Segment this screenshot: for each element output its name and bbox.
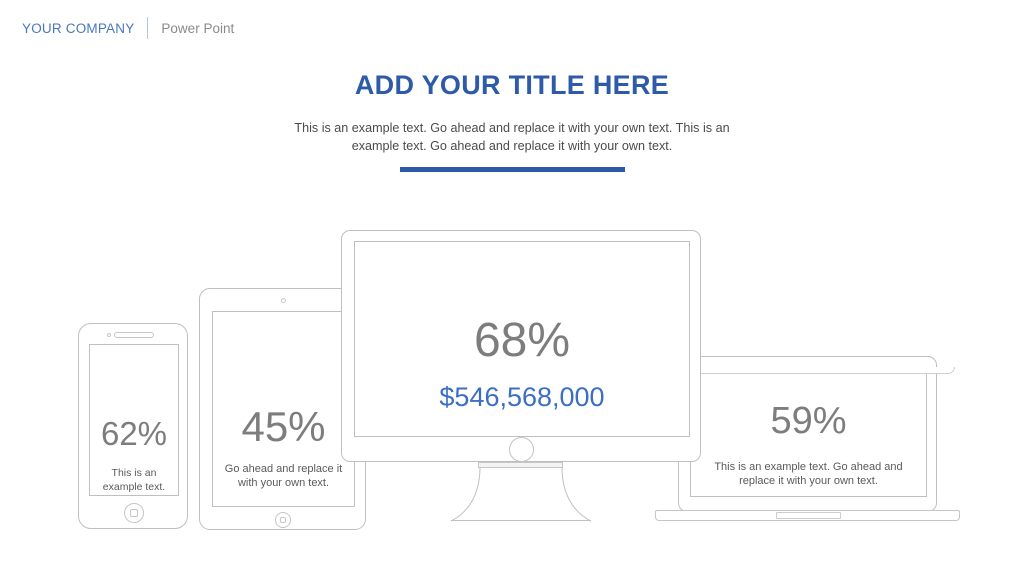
deck-name-label: Power Point [161, 20, 235, 36]
laptop-trackpad[interactable] [776, 512, 841, 519]
company-brand-label: YOUR COMPANY [22, 20, 135, 36]
monitor-bezel: 68% $546,568,000 [341, 230, 701, 462]
tablet-home-button[interactable] [275, 512, 291, 528]
monitor-stand-base [451, 520, 591, 521]
laptop-base-lip [660, 367, 955, 374]
laptop-metric-value: 59% [770, 400, 847, 442]
phone-home-square-icon [130, 509, 138, 517]
phone-home-button[interactable] [124, 503, 144, 523]
device-tablet: 45% Go ahead and replace it with your ow… [199, 288, 366, 530]
page-subtitle: This is an example text. Go ahead and re… [294, 121, 730, 154]
laptop-screen: 59% This is an example text. Go ahead an… [690, 367, 927, 497]
monitor-logo-icon [509, 437, 534, 462]
device-desktop-monitor: 68% $546,568,000 [341, 230, 701, 530]
laptop-caption-text: This is an example text. Go ahead and re… [714, 461, 903, 488]
page-title: ADD YOUR TITLE HERE [354, 70, 670, 100]
title-underline-rule [400, 167, 625, 172]
tablet-metric-value: 45% [241, 403, 326, 450]
phone-screen: 62% This is an example text. [89, 344, 179, 496]
monitor-screen: 68% $546,568,000 [354, 241, 690, 437]
monitor-currency-value: $546,568,000 [439, 382, 605, 412]
phone-caption-text: This is an example text. [102, 467, 166, 493]
phone-metric-value: 62% [100, 415, 168, 452]
monitor-stand-neck [450, 466, 592, 522]
monitor-stand-neck-top [478, 462, 563, 468]
header-divider [147, 17, 149, 39]
monitor-stand-shape-icon [450, 466, 592, 522]
device-laptop: 59% This is an example text. Go ahead an… [655, 356, 960, 531]
tablet-caption-text: Go ahead and replace it with your own te… [224, 463, 343, 490]
phone-camera-icon [107, 333, 111, 337]
phone-speaker-grille [114, 332, 154, 338]
tablet-screen: 45% Go ahead and replace it with your ow… [212, 311, 355, 507]
tablet-camera-icon [281, 298, 286, 303]
laptop-base [655, 510, 960, 521]
tablet-home-square-icon [280, 517, 286, 523]
header-bar: YOUR COMPANY Power Point [22, 16, 234, 40]
device-smartphone: 62% This is an example text. [78, 323, 188, 529]
monitor-metric-value: 68% [473, 314, 571, 367]
laptop-lid: 59% This is an example text. Go ahead an… [678, 356, 937, 512]
